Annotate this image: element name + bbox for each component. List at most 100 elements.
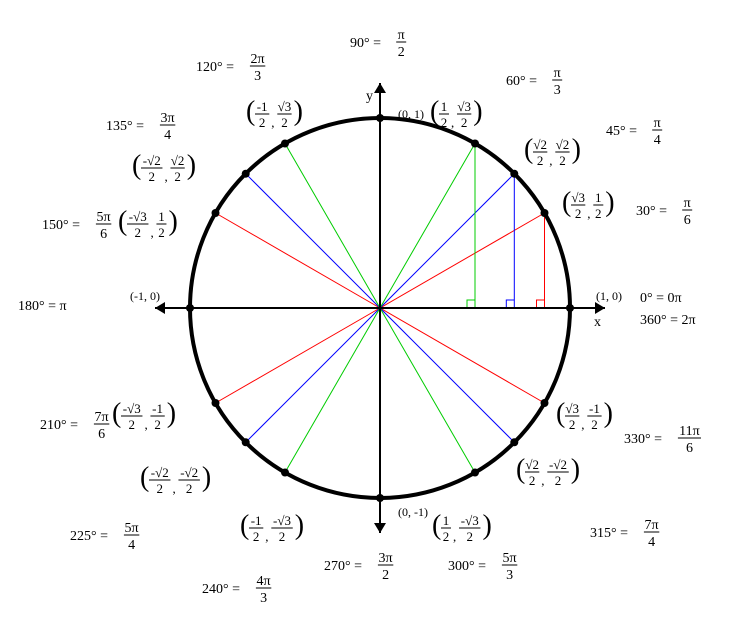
svg-text:2: 2 (186, 481, 193, 496)
svg-text:,: , (451, 115, 454, 130)
svg-text:2: 2 (154, 417, 161, 432)
svg-text:π: π (654, 116, 661, 131)
svg-text:240° =: 240° = (202, 582, 240, 597)
angle-label: 360° = 2π (640, 313, 696, 328)
svg-text:): ) (295, 510, 304, 541)
svg-text:2: 2 (461, 115, 468, 130)
svg-text:): ) (168, 206, 177, 237)
svg-text:-√2: -√2 (180, 465, 198, 480)
circle-point (541, 399, 549, 407)
svg-text:2: 2 (382, 568, 389, 583)
svg-text:60° =: 60° = (506, 74, 537, 89)
svg-text:3π: 3π (161, 111, 175, 126)
svg-text:2: 2 (281, 115, 288, 130)
svg-text:1: 1 (441, 99, 448, 114)
coord-label: (√32,-12) (556, 398, 613, 432)
svg-text:1: 1 (443, 513, 450, 528)
svg-text:√3: √3 (457, 99, 471, 114)
unit-circle-diagram: yx(1, 0)(0, 1)(-1, 0)(0, -1)0° = 0π360° … (0, 0, 731, 637)
svg-text:90° =: 90° = (350, 36, 381, 51)
svg-text:-1: -1 (251, 513, 262, 528)
svg-text:(: ( (516, 454, 525, 485)
arrowhead-icon (595, 302, 605, 314)
svg-text:2: 2 (555, 473, 562, 488)
coord-label: (-12,√32) (246, 96, 303, 130)
svg-text:): ) (202, 462, 211, 493)
reference-line (246, 308, 380, 442)
svg-text:-√3: -√3 (461, 513, 479, 528)
circle-point (242, 170, 250, 178)
coord-label: (√22,-√22) (516, 454, 580, 488)
circle-point (510, 170, 518, 178)
circle-point (471, 469, 479, 477)
svg-text:2: 2 (529, 473, 536, 488)
svg-text:√3: √3 (571, 190, 585, 205)
arrowhead-icon (155, 302, 165, 314)
svg-text:-√2: -√2 (143, 153, 161, 168)
arrowhead-icon (374, 83, 386, 93)
svg-text:(: ( (240, 510, 249, 541)
coord-label: (12,√32) (430, 96, 483, 130)
svg-text:√3: √3 (565, 401, 579, 416)
svg-text:,: , (164, 169, 167, 184)
svg-text:7π: 7π (645, 518, 659, 533)
svg-text:4: 4 (654, 133, 661, 148)
reference-line (380, 174, 514, 308)
svg-text:2: 2 (174, 169, 181, 184)
circle-point (376, 494, 384, 502)
circle-point (212, 209, 220, 217)
axis-point-label: (0, -1) (398, 505, 428, 519)
svg-text:210° =: 210° = (40, 418, 78, 433)
svg-text:2: 2 (569, 417, 576, 432)
svg-text:6: 6 (100, 227, 107, 242)
svg-text:2: 2 (134, 225, 141, 240)
svg-text:(: ( (556, 398, 565, 429)
svg-text:3: 3 (254, 69, 261, 84)
circle-point (186, 304, 194, 312)
svg-text:-1: -1 (257, 99, 268, 114)
svg-text:-√3: -√3 (123, 401, 141, 416)
coord-label: (12,-√32) (432, 510, 492, 544)
svg-text:360° = 2π: 360° = 2π (640, 313, 696, 328)
svg-text:1: 1 (595, 190, 602, 205)
coord-label: (-√32,-12) (112, 398, 176, 432)
svg-text:330° =: 330° = (624, 432, 662, 447)
svg-text:4: 4 (128, 538, 135, 553)
angle-label: 300° = 5π3 (448, 551, 517, 583)
svg-text:): ) (473, 96, 482, 127)
reference-line (216, 308, 381, 403)
svg-text:2: 2 (279, 529, 286, 544)
svg-text:-1: -1 (152, 401, 163, 416)
svg-text:2: 2 (128, 417, 135, 432)
svg-text:2: 2 (591, 417, 598, 432)
svg-text:3: 3 (260, 591, 267, 606)
svg-text:(: ( (140, 462, 149, 493)
coord-label: (-√32,12) (118, 206, 178, 240)
svg-text:): ) (604, 398, 613, 429)
circle-point (281, 469, 289, 477)
svg-text:2: 2 (158, 225, 165, 240)
coord-label: (√32,12) (562, 187, 615, 221)
svg-text:45° =: 45° = (606, 124, 637, 139)
svg-text:5π: 5π (503, 551, 517, 566)
angle-label: 135° = 3π4 (106, 111, 175, 143)
svg-text:,: , (265, 529, 268, 544)
coord-label: (√22,√22) (524, 134, 581, 168)
svg-text:2: 2 (148, 169, 155, 184)
svg-text:2: 2 (156, 481, 163, 496)
svg-text:π: π (554, 66, 561, 81)
svg-text:(: ( (524, 134, 533, 165)
circle-point (212, 399, 220, 407)
svg-text:11π: 11π (679, 424, 700, 439)
reference-line (380, 308, 475, 473)
svg-text:(: ( (562, 187, 571, 218)
svg-text:4: 4 (164, 128, 171, 143)
svg-text:3: 3 (554, 83, 561, 98)
svg-text:(: ( (132, 150, 141, 181)
reference-line (246, 174, 380, 308)
angle-label: 180° = π (18, 299, 67, 314)
circle-point (471, 140, 479, 148)
svg-text:6: 6 (98, 427, 105, 442)
svg-text:2: 2 (575, 206, 582, 221)
svg-text:3: 3 (506, 568, 513, 583)
